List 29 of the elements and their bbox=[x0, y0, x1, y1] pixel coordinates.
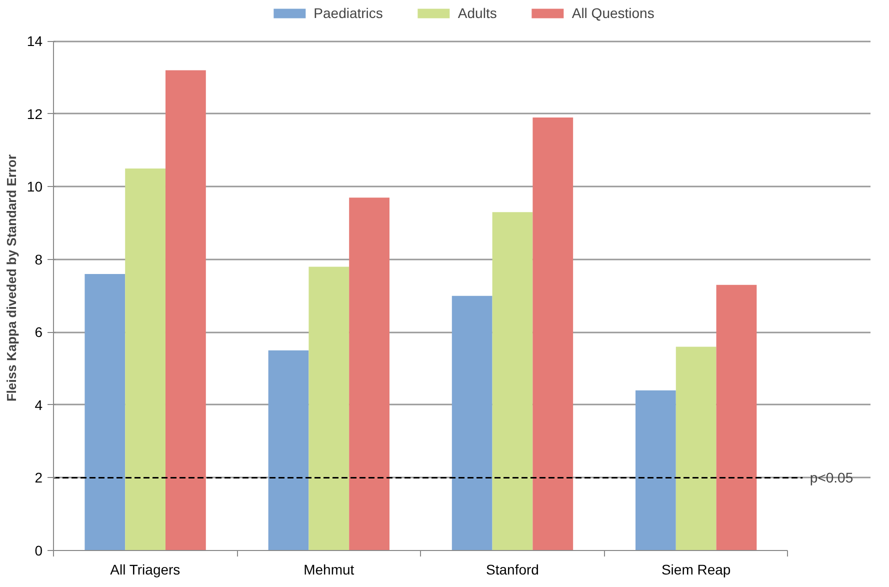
bar bbox=[268, 350, 309, 550]
x-tick-label: Mehmut bbox=[304, 562, 354, 578]
bar bbox=[349, 198, 390, 550]
y-tick-label: 14 bbox=[26, 33, 43, 50]
legend-label: All Questions bbox=[572, 5, 654, 21]
y-tick-label: 12 bbox=[26, 106, 43, 122]
x-tick-label: Siem Reap bbox=[661, 562, 731, 578]
ref-line-label: p<0.05 bbox=[810, 470, 854, 486]
x-tick-label: All Triagers bbox=[110, 562, 180, 578]
legend-label: Paediatrics bbox=[314, 5, 383, 21]
y-tick-label: 10 bbox=[26, 178, 43, 195]
legend-label: Adults bbox=[458, 5, 497, 21]
x-tick-label: Stanford bbox=[486, 562, 539, 578]
bar bbox=[84, 274, 126, 550]
bar bbox=[165, 70, 206, 550]
y-tick-label: 6 bbox=[34, 324, 43, 340]
bar bbox=[452, 296, 492, 550]
y-axis-title: Fleiss Kappa diveded by Standard Error bbox=[4, 154, 19, 402]
bar bbox=[308, 266, 350, 550]
bar bbox=[492, 212, 533, 550]
y-tick-label: 2 bbox=[34, 470, 43, 486]
bar bbox=[716, 284, 757, 550]
bar bbox=[125, 168, 166, 550]
bar bbox=[532, 118, 574, 550]
y-tick-label: 4 bbox=[34, 396, 43, 413]
y-tick-label: 0 bbox=[34, 542, 43, 558]
bar bbox=[636, 390, 676, 550]
y-tick-label: 8 bbox=[34, 251, 43, 268]
bar bbox=[676, 346, 716, 550]
